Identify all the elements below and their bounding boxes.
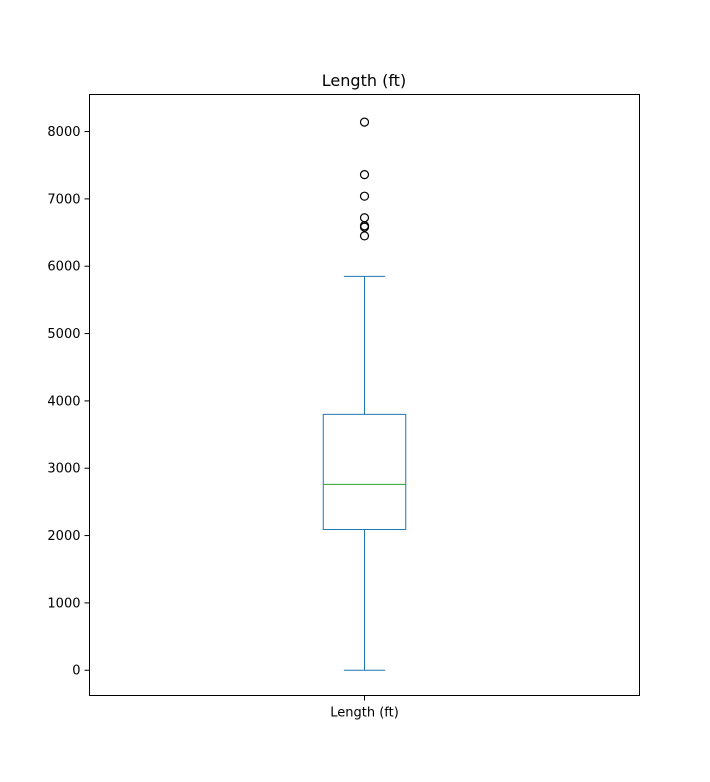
y-tick-label: 2000 bbox=[47, 529, 80, 544]
chart-title: Length (ft) bbox=[322, 71, 406, 90]
outlier-point bbox=[359, 213, 370, 223]
y-tick-label: 4000 bbox=[47, 394, 80, 409]
interquartile-box bbox=[322, 413, 407, 531]
y-tick-label: 8000 bbox=[47, 125, 80, 140]
outlier-point bbox=[359, 231, 370, 241]
y-axis: 0 1000 2000 3000 4000 5000 6000 7000 8000 bbox=[47, 125, 90, 679]
y-tick-label: 3000 bbox=[47, 462, 80, 477]
outlier-point bbox=[359, 191, 370, 201]
boxes-layer bbox=[322, 117, 407, 671]
y-tick-label: 0 bbox=[72, 664, 80, 679]
y-tick-label: 5000 bbox=[47, 327, 80, 342]
box-group bbox=[322, 117, 407, 671]
y-tick-label: 7000 bbox=[47, 192, 80, 207]
outlier-point bbox=[359, 117, 370, 127]
outlier-point bbox=[359, 170, 370, 180]
plot-area-frame bbox=[89, 94, 640, 696]
y-tick-label: 1000 bbox=[47, 596, 80, 611]
y-tick-label: 6000 bbox=[47, 260, 80, 275]
x-axis: Length (ft) bbox=[330, 695, 399, 721]
x-tick-label: Length (ft) bbox=[330, 706, 399, 721]
